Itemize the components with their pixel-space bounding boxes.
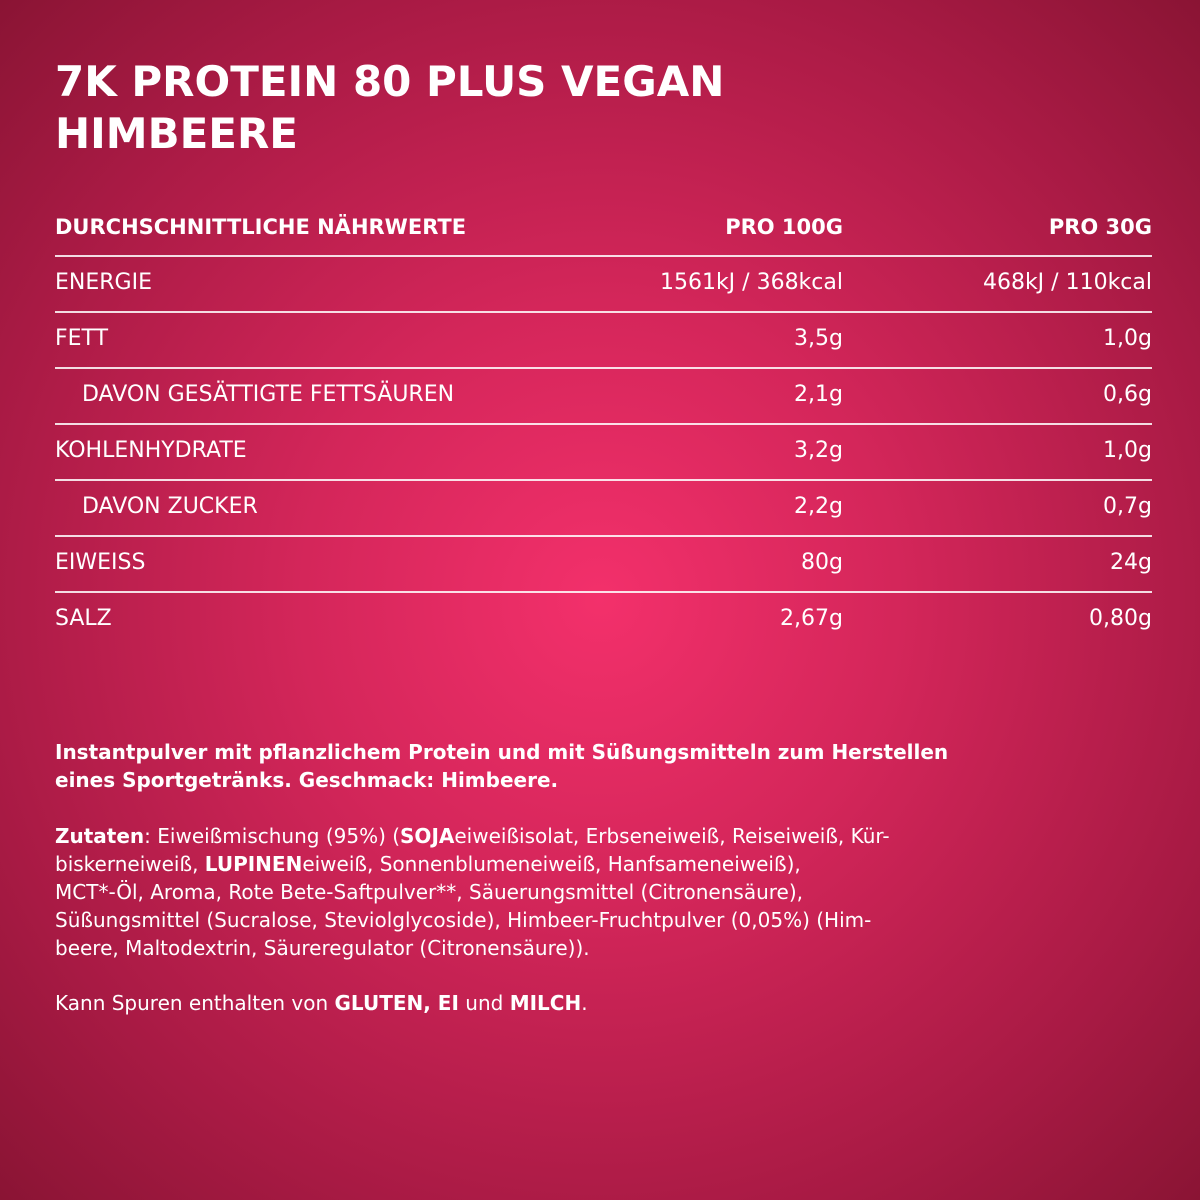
description-line: Instantpulver mit pflanzlichem Protein u…: [55, 740, 949, 764]
row-label: ENERGIE: [55, 270, 152, 295]
title-line: HIMBEERE: [55, 109, 298, 158]
row-rule: [55, 591, 1152, 593]
text-segment: Kann Spuren enthalten von: [55, 991, 335, 1015]
text-segment: eiweiß, Sonnenblumeneiweiß, Hanfsameneiw…: [302, 852, 801, 876]
description-line: eines Sportgetränks. Geschmack: Himbeere…: [55, 768, 559, 792]
row-label: KOHLENHYDRATE: [55, 438, 247, 463]
text-segment: SOJA: [400, 824, 455, 848]
row-label: FETT: [55, 326, 109, 351]
text-line: Süßungsmittel (Sucralose, Steviolglycosi…: [55, 906, 871, 934]
text-line: MCT*-Öl, Aroma, Rote Bete-Saftpulver**, …: [55, 878, 803, 906]
text-segment: LUPINEN: [204, 852, 303, 876]
text-segment: eiweißisolat, Erbseneiweiß, Reiseiweiß, …: [454, 824, 890, 848]
title-line: 7K PROTEIN 80 PLUS VEGAN: [55, 57, 725, 106]
text-line: Zutaten: Eiweißmischung (95%) (SOJAeiwei…: [55, 822, 890, 850]
row-label: EIWEISS: [55, 550, 146, 575]
text-line: biskerneiweiß, LUPINENeiweiß, Sonnenblum…: [55, 850, 801, 878]
row-value: 0,7g: [1103, 494, 1152, 519]
row-value: 0,6g: [1103, 382, 1152, 407]
row-label: SALZ: [55, 606, 112, 631]
text-segment: : Eiweißmischung (95%) (: [144, 824, 401, 848]
text-segment: GLUTEN, EI: [334, 991, 459, 1015]
row-value: 1,0g: [1103, 438, 1152, 463]
row-rule: [55, 311, 1152, 313]
text-segment: MILCH: [509, 991, 582, 1015]
row-rule: [55, 535, 1152, 537]
row-label: DAVON GESÄTTIGTE FETTSÄUREN: [82, 382, 455, 407]
row-value: PRO 30G: [1048, 215, 1152, 239]
row-value: 2,2g: [794, 494, 843, 519]
row-value: 3,2g: [794, 438, 843, 463]
text-segment: beere, Maltodextrin, Säureregulator (Cit…: [55, 936, 590, 960]
text-segment: und: [458, 991, 510, 1015]
text-segment: Zutaten: [55, 824, 145, 848]
row-rule: [55, 479, 1152, 481]
row-label: DURCHSCHNITTLICHE NÄHRWERTE: [55, 215, 467, 239]
text-segment: Süßungsmittel (Sucralose, Steviolglycosi…: [55, 908, 872, 932]
text-line: Kann Spuren enthalten von GLUTEN, EI und…: [55, 989, 588, 1017]
text-segment: .: [581, 991, 588, 1015]
text-segment: MCT*-Öl, Aroma, Rote Bete-Saftpulver**, …: [55, 880, 803, 904]
row-value: PRO 100G: [725, 215, 843, 239]
text-segment: biskerneiweiß,: [55, 852, 205, 876]
row-value: 3,5g: [794, 326, 843, 351]
row-rule: [55, 367, 1152, 369]
row-value: 0,80g: [1089, 606, 1152, 631]
row-value: 1561kJ / 368kcal: [659, 270, 843, 295]
text-line: beere, Maltodextrin, Säureregulator (Cit…: [55, 934, 590, 962]
row-value: 2,1g: [794, 382, 843, 407]
row-value: 2,67g: [780, 606, 843, 631]
row-value: 468kJ / 110kcal: [982, 270, 1152, 295]
row-value: 24g: [1110, 550, 1152, 575]
row-rule: [55, 255, 1152, 257]
row-label: DAVON ZUCKER: [82, 494, 258, 519]
row-value: 1,0g: [1103, 326, 1152, 351]
row-value: 80g: [801, 550, 843, 575]
row-rule: [55, 423, 1152, 425]
